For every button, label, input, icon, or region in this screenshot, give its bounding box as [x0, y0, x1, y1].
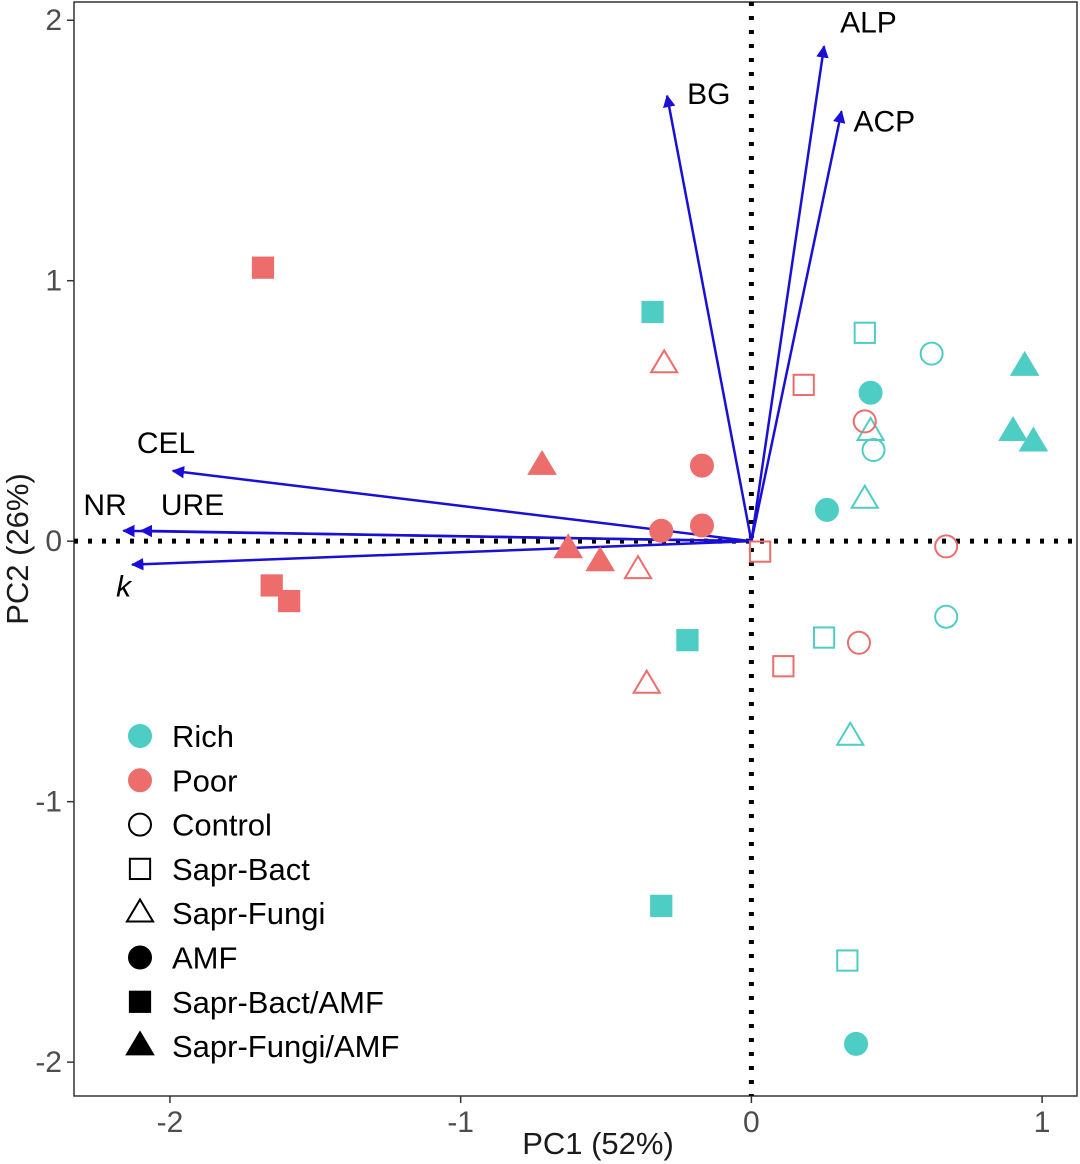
point-rich-sapr-fungi-amf [998, 416, 1028, 442]
point-rich-control [919, 341, 944, 366]
y-tick-label: 2 [45, 4, 62, 37]
legend-key-sapr-fungi [125, 897, 155, 923]
point-rich-sapr-fungi [835, 720, 866, 746]
point-poor-sapr-bact [772, 655, 795, 678]
loading-arrow-BG [663, 94, 753, 542]
point-poor-sapr-fungi [649, 348, 679, 374]
y-tick-label: -1 [35, 786, 62, 819]
loading-label-NR: NR [83, 489, 126, 522]
legend-key-sapr-fungi-amf [125, 1030, 155, 1056]
legend-key-poor [128, 768, 152, 793]
x-tick-label: -1 [447, 1106, 474, 1139]
point-poor-sapr-fungi-amf [585, 546, 616, 572]
loading-arrow-ALP [750, 45, 829, 542]
legend-label-rich: Rich [172, 719, 234, 754]
point-poor-sapr-fungi-amf [553, 533, 584, 559]
legend: Rich Poor Control Sapr-Bact Sapr-Fungi AMF Sap… [125, 719, 399, 1064]
point-rich-sapr-fungi-amf [1018, 426, 1049, 452]
point-rich-sapr-bact [853, 321, 876, 344]
loading-arrow-ACP [750, 110, 846, 542]
point-rich-amf [858, 380, 883, 405]
point-poor-sapr-fungi-amf [527, 449, 557, 475]
legend-label-poor: Poor [172, 763, 237, 798]
point-rich-sapr-bact-amf [676, 629, 699, 652]
legend-key-sapr-bact [128, 857, 152, 881]
point-poor-sapr-bact-amf [251, 256, 275, 279]
point-poor-sapr-fungi [631, 668, 662, 694]
point-poor-control [852, 409, 877, 434]
legend-key-rich [128, 724, 152, 748]
point-poor-amf [689, 513, 714, 538]
loading-label-k: k [116, 571, 133, 604]
legend-key-amf [128, 945, 152, 970]
point-rich-sapr-fungi [855, 416, 886, 442]
point-poor-control [934, 534, 959, 559]
reference-lines [74, 2, 1077, 1096]
point-rich-sapr-fungi [849, 483, 880, 509]
x-tick-label: 0 [743, 1106, 760, 1139]
legend-label-sapr-bact-amf: Sapr-Bact/AMF [172, 985, 384, 1020]
point-rich-sapr-bact [836, 949, 859, 972]
point-poor-sapr-bact [792, 373, 815, 397]
legend-label-sapr-fungi: Sapr-Fungi [172, 896, 325, 931]
loading-label-CEL: CEL [137, 427, 195, 460]
legend-label-sapr-fungi-amf: Sapr-Fungi/AMF [172, 1029, 399, 1064]
point-rich-sapr-bact [812, 626, 836, 649]
point-rich-amf [814, 497, 839, 522]
axis-ticks: -2 -1 0 1 -2 -1 0 1 2 [35, 4, 1050, 1139]
y-axis-title: PC2 (26%) [0, 473, 35, 625]
point-poor-sapr-fungi [623, 554, 653, 580]
y-tick-label: 0 [45, 525, 62, 558]
legend-label-control: Control [172, 808, 272, 843]
point-poor-sapr-bact-amf [260, 574, 283, 597]
loading-arrow-URE [139, 524, 752, 543]
point-poor-sapr-bact-amf [278, 589, 301, 613]
legend-label-sapr-bact: Sapr-Bact [172, 852, 310, 887]
point-rich-control [934, 604, 959, 629]
data-points [251, 256, 1049, 1056]
x-tick-label: 1 [1034, 1106, 1051, 1139]
legend-label-amf: AMF [172, 941, 237, 976]
loading-label-URE: URE [161, 489, 224, 522]
x-axis-title: PC1 (52%) [522, 1126, 674, 1161]
y-tick-label: -2 [35, 1046, 62, 1079]
loading-arrow-k [130, 539, 752, 571]
point-poor-control [846, 630, 871, 655]
loading-label-BG: BG [687, 78, 730, 111]
loading-label-ALP: ALP [840, 6, 897, 39]
point-rich-sapr-fungi-amf [1009, 350, 1040, 376]
legend-key-sapr-bact-amf [128, 990, 152, 1013]
legend-key-control [128, 812, 152, 837]
x-tick-label: -2 [157, 1106, 184, 1139]
point-poor-amf [649, 518, 674, 543]
point-rich-amf [844, 1031, 869, 1056]
point-poor-sapr-bact [748, 540, 772, 563]
loading-label-ACP: ACP [854, 105, 916, 138]
point-rich-control [861, 438, 886, 463]
point-poor-amf [689, 453, 714, 478]
point-rich-sapr-bact-amf [641, 300, 664, 324]
point-rich-sapr-bact-amf [650, 894, 673, 917]
y-tick-label: 1 [45, 265, 62, 298]
